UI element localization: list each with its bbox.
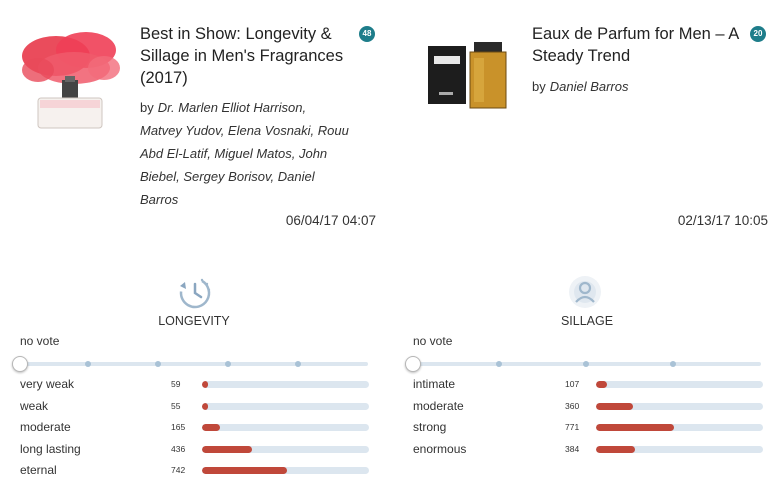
vote-row: moderate 165: [20, 417, 370, 439]
vote-option-label: moderate: [20, 420, 71, 434]
panel-title: SILLAGE: [560, 314, 614, 328]
sillage-icon: [569, 276, 601, 308]
vote-row: long lasting 436: [20, 439, 370, 461]
vote-count: 436: [171, 443, 186, 454]
vote-bar-fill: [202, 381, 208, 388]
vote-row: enormous 384: [413, 439, 763, 461]
byline: by Daniel Barros: [532, 75, 742, 98]
vote-bar: [596, 445, 763, 453]
vote-count: 59: [171, 379, 181, 389]
sillage-vote-slider[interactable]: [405, 356, 763, 372]
perfume-bottle-pink-cloud-image[interactable]: [16, 28, 124, 138]
vote-count: 107: [565, 379, 580, 389]
slider-tick[interactable]: [496, 361, 502, 367]
by-label: by: [532, 79, 546, 94]
slider-tick[interactable]: [85, 361, 91, 367]
slider-tick[interactable]: [295, 361, 301, 367]
vote-row: very weak 59: [20, 374, 370, 396]
by-label: by: [140, 100, 154, 115]
vote-option-label: intimate: [413, 377, 456, 391]
slider-handle[interactable]: [405, 356, 421, 372]
vote-bar: [596, 402, 763, 410]
article-title[interactable]: Eaux de Parfum for Men – A Steady Trend: [532, 25, 739, 65]
vote-bar-fill: [202, 424, 221, 431]
no-vote-label: no vote: [413, 334, 453, 348]
slider-handle[interactable]: [12, 356, 28, 372]
vote-bar-fill: [596, 381, 607, 388]
vote-count: 165: [171, 422, 186, 432]
comment-count-badge[interactable]: 48: [359, 26, 375, 42]
vote-count: 384: [565, 443, 580, 454]
vote-option-label: moderate: [413, 398, 464, 413]
vote-option-label: enormous: [413, 441, 467, 456]
no-vote-label: no vote: [20, 334, 60, 348]
vote-bar: [202, 424, 369, 431]
article-title[interactable]: Best in Show: Longevity & Sillage in Men…: [140, 25, 344, 87]
vote-option-label: strong: [413, 420, 447, 434]
vote-bar-fill: [202, 467, 288, 474]
sillage-results: intimate 107 moderate 360 strong 771 eno…: [413, 374, 763, 460]
vote-bar: [202, 445, 369, 453]
panel-title: LONGEVITY: [158, 314, 230, 328]
slider-tick[interactable]: [155, 361, 161, 367]
vote-bar: [596, 424, 763, 431]
vote-option-label: very weak: [20, 377, 75, 391]
vote-row: strong 771: [413, 417, 763, 439]
longevity-results: very weak 59 weak 55 moderate 165 long l…: [20, 374, 370, 482]
slider-track[interactable]: [18, 362, 368, 366]
vote-bar: [596, 381, 763, 388]
dior-homme-bottle-image[interactable]: [426, 28, 508, 118]
byline: by Dr. Marlen Elliot Harrison, Matvey Yud…: [140, 96, 350, 211]
vote-row: intimate 107: [413, 374, 763, 396]
vote-bar: [202, 467, 369, 474]
clock-icon: [179, 277, 211, 309]
vote-row: moderate 360: [413, 396, 763, 418]
vote-count: 55: [171, 400, 181, 411]
slider-tick[interactable]: [670, 361, 676, 367]
article-date: 06/04/17 04:07: [285, 213, 376, 228]
vote-count: 771: [565, 422, 580, 432]
vote-bar-fill: [202, 445, 253, 453]
vote-count: 742: [171, 465, 186, 475]
author-list[interactable]: Dr. Marlen Elliot Harrison, Matvey Yudov…: [140, 100, 349, 207]
vote-bar-fill: [596, 424, 675, 431]
vote-row: weak 55: [20, 396, 370, 418]
vote-bar-fill: [596, 402, 633, 410]
longevity-vote-slider[interactable]: [12, 356, 370, 372]
vote-option-label: eternal: [20, 463, 57, 477]
vote-option-label: weak: [20, 398, 49, 413]
vote-option-label: long lasting: [20, 441, 81, 456]
comment-count-badge[interactable]: 20: [750, 26, 766, 42]
vote-bar-fill: [596, 445, 636, 453]
slider-tick[interactable]: [583, 361, 589, 367]
vote-row: eternal 742: [20, 460, 370, 482]
vote-bar-fill: [202, 402, 208, 410]
slider-tick[interactable]: [225, 361, 231, 367]
author-list[interactable]: Daniel Barros: [549, 79, 629, 94]
vote-bar: [202, 381, 369, 388]
article-date: 02/13/17 10:05: [677, 213, 768, 228]
vote-bar: [202, 402, 369, 410]
vote-count: 360: [565, 400, 580, 411]
